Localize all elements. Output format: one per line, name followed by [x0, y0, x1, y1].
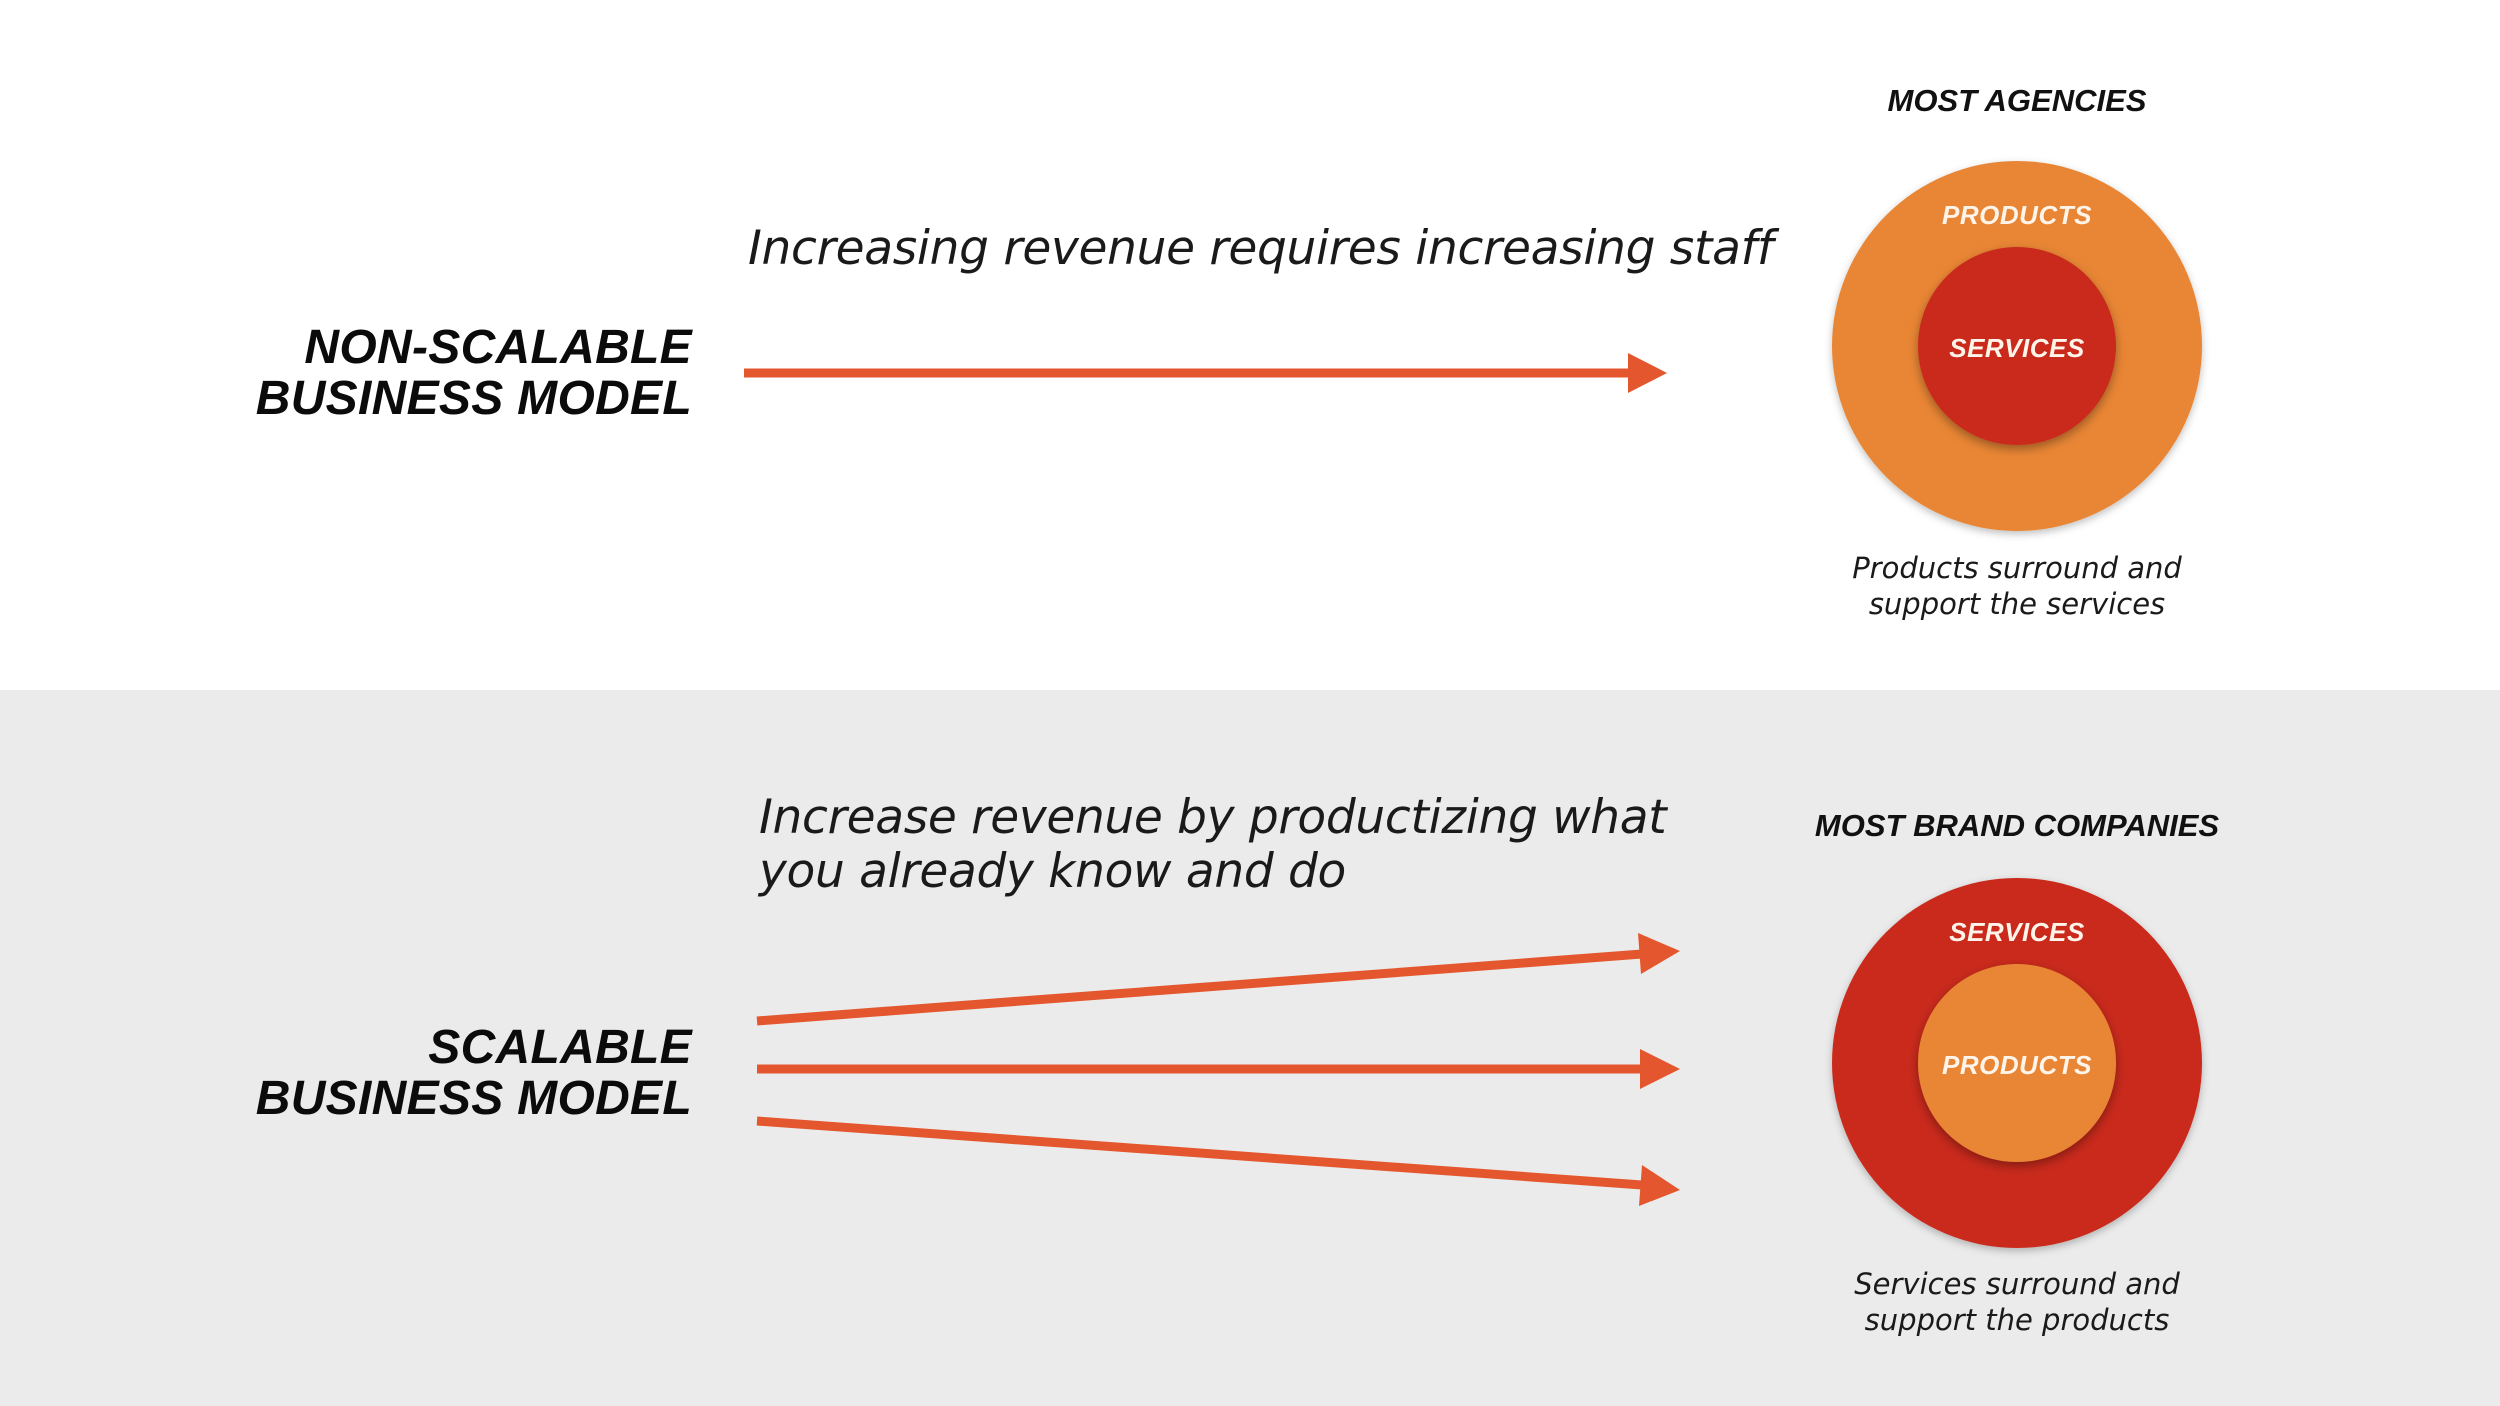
non-scalable-model-label: NON-SCALABLE BUSINESS MODEL: [256, 322, 692, 424]
model-label-line: NON-SCALABLE: [304, 321, 692, 374]
scalable-tagline: Increase revenue by productizing what yo…: [759, 790, 1667, 899]
most-brand-companies-caption: Services surround and support the produc…: [1717, 1266, 2317, 1338]
most-agencies-title: MOST AGENCIES: [1887, 83, 2147, 118]
caption-line: support the services: [1868, 587, 2166, 621]
scalable-section: SCALABLE BUSINESS MODEL Increase revenue…: [0, 690, 2500, 1406]
caption-line: Products surround and: [1852, 551, 2182, 585]
model-label-line: BUSINESS MODEL: [255, 1072, 692, 1125]
non-scalable-tagline: Increasing revenue requires increasing s…: [748, 222, 1773, 276]
most-brand-companies-title: MOST BRAND COMPANIES: [1814, 808, 2220, 843]
tagline-line: you already know and do: [759, 844, 1346, 899]
model-label-line: BUSINESS MODEL: [255, 372, 692, 425]
caption-line: Services surround and: [1854, 1267, 2180, 1301]
caption-line: support the products: [1864, 1303, 2170, 1337]
non-scalable-section: NON-SCALABLE BUSINESS MODEL Increasing r…: [0, 0, 2500, 690]
scalable-model-label: SCALABLE BUSINESS MODEL: [256, 1022, 692, 1124]
tagline-line: Increase revenue by productizing what: [759, 790, 1667, 845]
model-label-line: SCALABLE: [428, 1021, 692, 1074]
most-agencies-caption: Products surround and support the servic…: [1717, 550, 2317, 622]
tagline-line: Increasing revenue requires increasing s…: [748, 221, 1774, 276]
